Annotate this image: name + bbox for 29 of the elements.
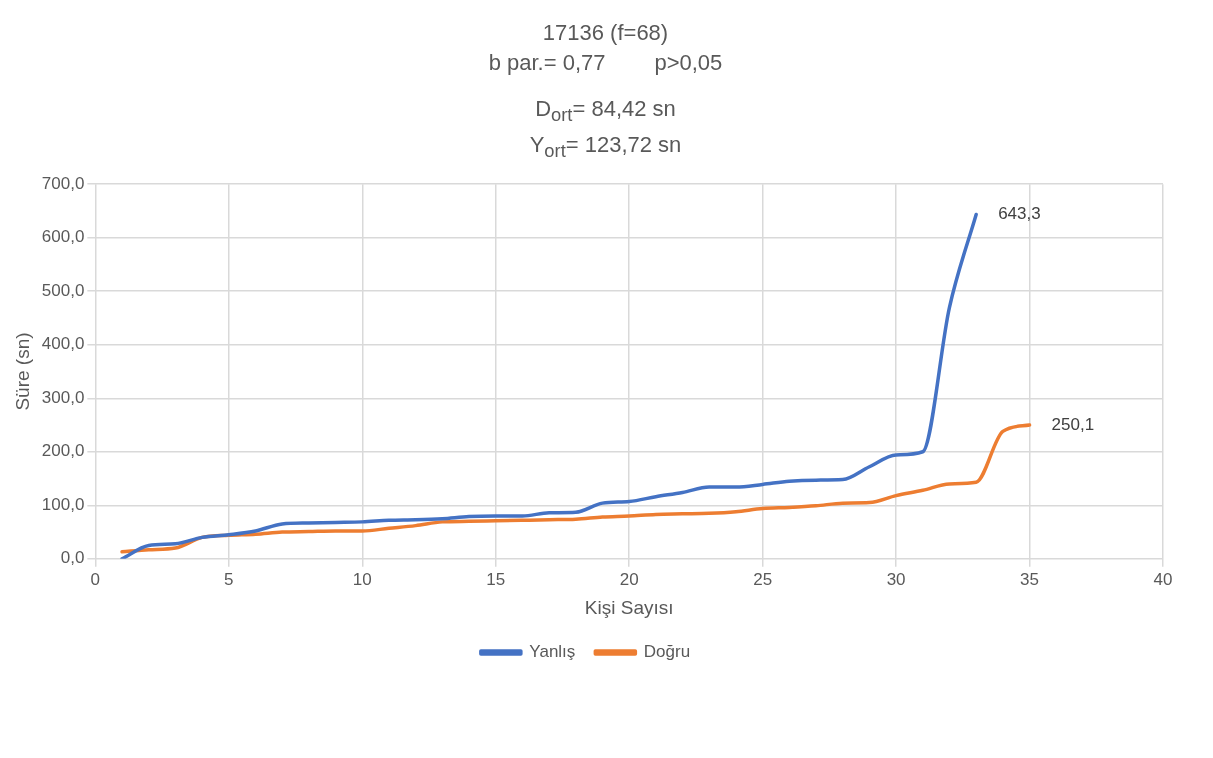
x-tick-label: 35 (1020, 569, 1039, 589)
x-tick-label: 20 (619, 569, 639, 589)
y-tick-label: 700,0 (41, 173, 85, 193)
text: Y$_{ort}$= 123,72 sn (528, 131, 683, 164)
x-tick-label: 5 (224, 569, 234, 589)
y-tick-label: 300,0 (41, 387, 85, 407)
legend-label: Doğru (643, 641, 691, 661)
y-tick-label: 400,0 (41, 334, 85, 354)
data-label: 643,3 (998, 204, 1041, 224)
text: D$_{ort}$= 84,42 sn (534, 95, 677, 128)
y-axis-title: Süre (sn) (11, 332, 33, 411)
x-tick-label: 30 (886, 569, 906, 589)
line-series (120, 422, 1032, 554)
y-tick-label: 500,0 (41, 280, 85, 300)
data-label: 250,1 (1051, 414, 1095, 434)
x-tick-label: 40 (1153, 569, 1173, 589)
x-tick-label: 15 (486, 569, 506, 589)
x-tick-label: 10 (352, 569, 372, 589)
y-tick-label: 0,0 (60, 548, 85, 568)
legend-label: Yanlış (529, 641, 576, 661)
x-axis-title: Kişi Sayısı (584, 596, 674, 618)
chart-subtitle: b par.= 0,77 p>0,05 (487, 49, 724, 77)
x-tick-label: 0 (90, 569, 101, 589)
x-tick-label: 25 (753, 569, 773, 589)
y-tick-label: 600,0 (41, 227, 85, 247)
line-series (120, 212, 978, 559)
chart-title: 17136 (f=68) (541, 19, 670, 47)
y-tick-label: 100,0 (41, 494, 85, 514)
y-tick-label: 200,0 (41, 441, 85, 461)
